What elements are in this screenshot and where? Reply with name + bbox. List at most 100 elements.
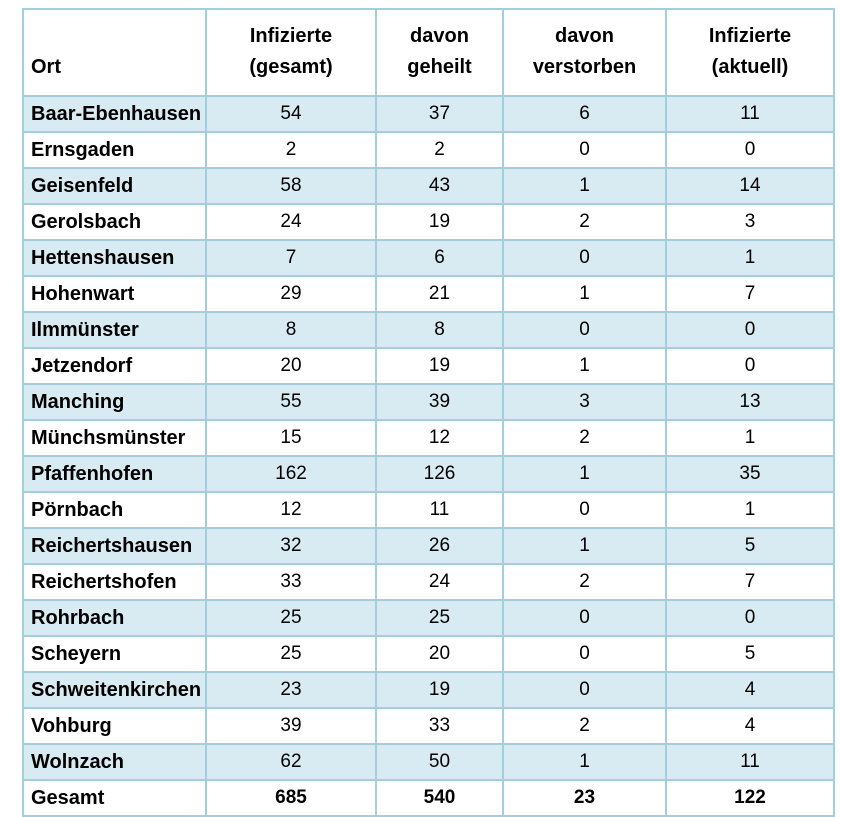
value-cell: 35 xyxy=(665,455,835,493)
header-label-line: davon xyxy=(410,25,469,47)
value-cell: 32 xyxy=(205,527,377,565)
table-row: Wolnzach 62 50 1 11 xyxy=(22,743,835,781)
value-cell: 3 xyxy=(502,383,667,421)
table-row: Geisenfeld 58 43 1 14 xyxy=(22,167,835,205)
value-cell: 11 xyxy=(665,743,835,781)
value-cell: 19 xyxy=(375,347,504,385)
column-header-infizierte-aktuell: Infizierte (aktuell) xyxy=(665,8,835,97)
value-cell: 1 xyxy=(502,455,667,493)
value-cell: 39 xyxy=(205,707,377,745)
table-row: Jetzendorf 20 19 1 0 xyxy=(22,347,835,385)
value-cell: 4 xyxy=(665,707,835,745)
ort-cell: Manching xyxy=(22,383,207,421)
value-cell: 0 xyxy=(502,311,667,349)
table-body: Baar-Ebenhausen 54 37 6 11 Ernsgaden 2 2 0 0 Geise… xyxy=(22,95,835,817)
header-label-line: Ort xyxy=(31,56,61,78)
table-row: Vohburg 39 33 2 4 xyxy=(22,707,835,745)
value-cell: 162 xyxy=(205,455,377,493)
value-cell: 0 xyxy=(502,131,667,169)
value-cell: 4 xyxy=(665,671,835,709)
value-cell: 2 xyxy=(502,563,667,601)
value-cell: 122 xyxy=(665,779,835,817)
header-label-line: (aktuell) xyxy=(711,56,789,78)
value-cell: 0 xyxy=(665,347,835,385)
ort-cell: Vohburg xyxy=(22,707,207,745)
ort-cell: Scheyern xyxy=(22,635,207,673)
value-cell: 5 xyxy=(665,527,835,565)
value-cell: 55 xyxy=(205,383,377,421)
value-cell: 37 xyxy=(375,95,504,133)
column-header-davon-geheilt: davon geheilt xyxy=(375,8,504,97)
value-cell: 0 xyxy=(502,491,667,529)
table-row: Ilmmünster 8 8 0 0 xyxy=(22,311,835,349)
ort-cell: Reichertshofen xyxy=(22,563,207,601)
column-header-infizierte-gesamt: Infizierte (gesamt) xyxy=(205,8,377,97)
header-label-line: verstorben xyxy=(532,56,637,78)
value-cell: 26 xyxy=(375,527,504,565)
value-cell: 13 xyxy=(665,383,835,421)
value-cell: 0 xyxy=(502,239,667,277)
value-cell: 54 xyxy=(205,95,377,133)
value-cell: 2 xyxy=(205,131,377,169)
ort-cell: Ernsgaden xyxy=(22,131,207,169)
value-cell: 20 xyxy=(205,347,377,385)
value-cell: 7 xyxy=(665,563,835,601)
value-cell: 24 xyxy=(205,203,377,241)
value-cell: 0 xyxy=(502,599,667,637)
value-cell: 29 xyxy=(205,275,377,313)
value-cell: 19 xyxy=(375,203,504,241)
table-header: Ort Infizierte (gesamt) davon geheilt davon ve… xyxy=(22,8,835,97)
ort-cell: Hettenshausen xyxy=(22,239,207,277)
value-cell: 33 xyxy=(375,707,504,745)
value-cell: 3 xyxy=(665,203,835,241)
total-row: Gesamt 685 540 23 122 xyxy=(22,779,835,817)
table-row: Schweitenkirchen 23 19 0 4 xyxy=(22,671,835,709)
ort-cell: Pörnbach xyxy=(22,491,207,529)
ort-cell: Pfaffenhofen xyxy=(22,455,207,493)
ort-cell: Hohenwart xyxy=(22,275,207,313)
value-cell: 24 xyxy=(375,563,504,601)
table-row: Münchsmünster 15 12 2 1 xyxy=(22,419,835,457)
header-label-line: geheilt xyxy=(407,56,472,78)
value-cell: 8 xyxy=(205,311,377,349)
value-cell: 5 xyxy=(665,635,835,673)
value-cell: 2 xyxy=(502,419,667,457)
value-cell: 0 xyxy=(502,635,667,673)
value-cell: 1 xyxy=(665,491,835,529)
value-cell: 7 xyxy=(665,275,835,313)
header-label-line: davon xyxy=(555,25,614,47)
value-cell: 6 xyxy=(375,239,504,277)
ort-cell: Reichertshausen xyxy=(22,527,207,565)
ort-cell: Münchsmünster xyxy=(22,419,207,457)
ort-cell: Jetzendorf xyxy=(22,347,207,385)
value-cell: 1 xyxy=(502,347,667,385)
table-row: Reichertshausen 32 26 1 5 xyxy=(22,527,835,565)
value-cell: 0 xyxy=(665,311,835,349)
value-cell: 39 xyxy=(375,383,504,421)
header-row: Ort Infizierte (gesamt) davon geheilt davon ve… xyxy=(22,8,835,97)
value-cell: 33 xyxy=(205,563,377,601)
value-cell: 2 xyxy=(502,707,667,745)
value-cell: 2 xyxy=(375,131,504,169)
value-cell: 1 xyxy=(502,275,667,313)
table-row: Pfaffenhofen 162 126 1 35 xyxy=(22,455,835,493)
table-row: Rohrbach 25 25 0 0 xyxy=(22,599,835,637)
value-cell: 11 xyxy=(375,491,504,529)
value-cell: 21 xyxy=(375,275,504,313)
value-cell: 0 xyxy=(665,131,835,169)
value-cell: 14 xyxy=(665,167,835,205)
header-label-line: Infizierte xyxy=(708,25,792,47)
value-cell: 43 xyxy=(375,167,504,205)
value-cell: 0 xyxy=(502,671,667,709)
ort-cell: Ilmmünster xyxy=(22,311,207,349)
table-row: Pörnbach 12 11 0 1 xyxy=(22,491,835,529)
column-header-ort: Ort xyxy=(22,8,207,97)
value-cell: 62 xyxy=(205,743,377,781)
value-cell: 23 xyxy=(205,671,377,709)
value-cell: 1 xyxy=(665,419,835,457)
value-cell: 25 xyxy=(375,599,504,637)
value-cell: 23 xyxy=(502,779,667,817)
value-cell: 12 xyxy=(205,491,377,529)
ort-cell: Wolnzach xyxy=(22,743,207,781)
value-cell: 50 xyxy=(375,743,504,781)
